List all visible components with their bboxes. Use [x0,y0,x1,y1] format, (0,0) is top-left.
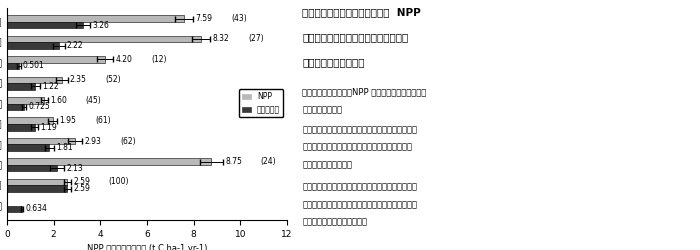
Text: 炭素含有率などの作物別パラメータは、「その他」: 炭素含有率などの作物別パラメータは、「その他」 [302,200,417,209]
Bar [7,104,24,110]
X-axis label: NPP または炭素投入量 (t C ha-1 yr-1): NPP または炭素投入量 (t C ha-1 yr-1) [87,244,207,250]
Text: (61): (61) [95,116,111,125]
Text: 図１　十勝地域における作物別  NPP: 図１ 十勝地域における作物別 NPP [302,8,421,18]
Text: 3.26: 3.26 [92,20,109,30]
Text: 2.59: 2.59 [74,178,90,186]
Bar [7,97,44,103]
Text: 2.35: 2.35 [70,75,87,84]
Text: 2.13: 2.13 [66,164,83,172]
Bar [7,56,105,63]
Text: (100): (100) [108,178,130,186]
Text: にある発表文献を参照する。: にある発表文献を参照する。 [302,218,367,226]
Text: 4.20: 4.20 [116,55,132,64]
Text: 8.75: 8.75 [225,157,242,166]
Text: ２）エラーバーは、収量の年次変動および作物別の: ２）エラーバーは、収量の年次変動および作物別の [302,125,417,134]
Text: 合（％）を示す。: 合（％）を示す。 [302,105,342,114]
Text: (43): (43) [231,14,247,23]
Text: 1.81: 1.81 [56,143,73,152]
Text: (12): (12) [151,55,167,64]
Bar [7,206,22,212]
Text: 1.19: 1.19 [41,123,57,132]
Text: 2.22: 2.22 [67,41,83,50]
Bar [7,124,35,130]
Bar [7,138,76,144]
Bar [7,144,49,151]
Bar [7,165,57,171]
Text: (24): (24) [260,157,276,166]
Text: (52): (52) [106,75,121,84]
Bar [7,158,211,165]
Bar [7,83,36,90]
Text: 1.95: 1.95 [60,116,76,125]
Text: 2.59: 2.59 [74,184,90,193]
Text: パラメータの不確実性を合算した不確実性の範囲: パラメータの不確実性を合算した不確実性の範囲 [302,142,412,152]
Bar [7,42,59,49]
Text: 8.32: 8.32 [213,34,230,43]
Bar [7,76,62,83]
Text: (62): (62) [120,137,136,146]
Text: ３）収穫物と残さの乾物重比や各バイオマス部位の: ３）収穫物と残さの乾物重比や各バイオマス部位の [302,182,417,192]
Bar [7,185,67,192]
Text: 0.725: 0.725 [29,102,50,111]
Text: 1.60: 1.60 [50,96,67,105]
Text: 0.501: 0.501 [23,62,45,70]
Text: 1.22: 1.22 [43,82,59,91]
Bar [7,179,67,185]
Bar [7,118,52,124]
Bar [7,36,201,42]
Text: 2.93: 2.93 [85,137,102,146]
Text: （純－次生産量）および作物、牛ふん: （純－次生産量）および作物、牛ふん [302,32,408,42]
Text: (27): (27) [248,34,264,43]
Text: 堆肥由来の炭素投入量: 堆肥由来の炭素投入量 [302,58,365,68]
Text: 7.59: 7.59 [196,14,213,23]
Bar [7,15,184,22]
Bar [7,63,19,69]
Text: １）バー上の（）は、NPP に占める炭素投入量の割: １）バー上の（）は、NPP に占める炭素投入量の割 [302,88,426,96]
Text: （標準偏差）を示す。: （標準偏差）を示す。 [302,160,352,169]
Legend: NPP, 炭素投入量: NPP, 炭素投入量 [239,89,284,117]
Text: 0.634: 0.634 [25,204,47,214]
Bar [7,22,83,28]
Text: (45): (45) [85,96,101,105]
